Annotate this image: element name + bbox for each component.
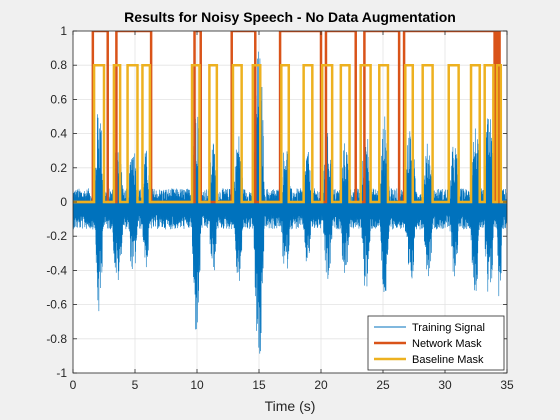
legend: Training Signal Network Mask Baseline Ma… (367, 315, 505, 371)
x-tick-label: 35 (500, 378, 514, 392)
y-tick-label: -1 (56, 366, 67, 380)
chart-title: Results for Noisy Speech - No Data Augme… (124, 9, 456, 25)
x-tick-label: 30 (438, 378, 452, 392)
y-tick-label: 0.8 (50, 58, 67, 72)
y-tick-label: 0.2 (50, 161, 67, 175)
legend-label-baseline-mask: Baseline Mask (412, 354, 484, 366)
x-tick-label: 25 (376, 378, 390, 392)
legend-label-training-signal: Training Signal (412, 322, 485, 334)
x-tick-label: 5 (132, 378, 139, 392)
x-axis-label: Time (s) (265, 398, 316, 414)
x-tick-label: 0 (70, 378, 77, 392)
x-tick-label: 20 (314, 378, 328, 392)
y-tick-label: 1 (60, 24, 67, 38)
legend-label-network-mask: Network Mask (412, 338, 482, 350)
y-tick-label: 0.6 (50, 92, 67, 106)
x-tick-label: 15 (252, 378, 266, 392)
y-tick-label: -0.2 (46, 229, 67, 243)
x-tick-label: 10 (190, 378, 204, 392)
series-layer (73, 31, 507, 354)
y-tick-label: -0.6 (46, 298, 67, 312)
y-tick-label: 0.4 (50, 127, 67, 141)
axis-ticks: 0 5 10 15 20 25 30 35 -1 -0.8 -0.6 -0.4 -0.2 0 0.2 0.4 0… (46, 24, 514, 392)
y-tick-label: -0.4 (46, 263, 67, 277)
y-tick-label: 0 (60, 195, 67, 209)
y-tick-label: -0.8 (46, 332, 67, 346)
series-baseline-mask (73, 63, 507, 204)
